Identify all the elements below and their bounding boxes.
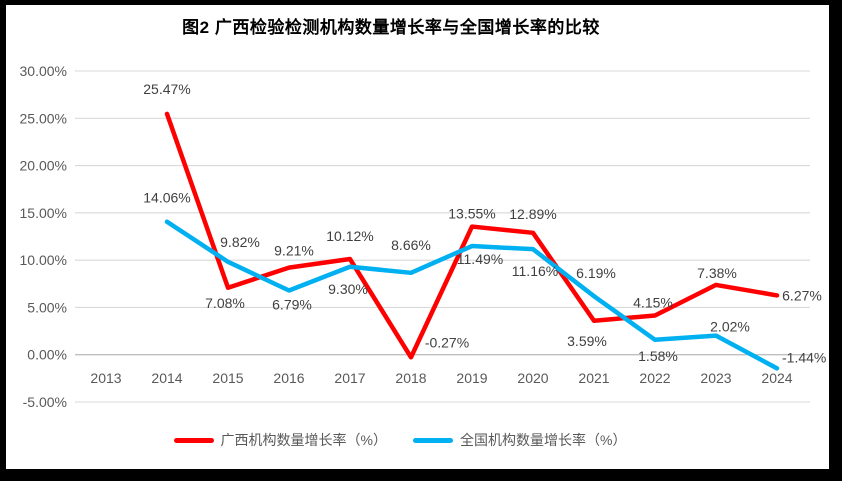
y-tick-label: 10.00% xyxy=(20,252,67,268)
y-tick-label: -5.00% xyxy=(23,394,67,410)
data-label: 14.06% xyxy=(143,190,190,206)
y-tick-label: 5.00% xyxy=(27,299,67,315)
data-label: -1.44% xyxy=(782,349,826,365)
y-tick-label: 30.00% xyxy=(20,63,67,79)
x-tick-label: 2022 xyxy=(639,370,670,386)
data-label: 7.38% xyxy=(697,265,737,281)
data-label: -0.27% xyxy=(425,334,469,350)
data-label: 9.21% xyxy=(274,243,314,259)
x-tick-label: 2014 xyxy=(151,370,182,386)
data-label: 6.19% xyxy=(576,265,616,281)
x-tick-label: 2018 xyxy=(395,370,426,386)
y-tick-label: 20.00% xyxy=(20,158,67,174)
legend-item: 广西机构数量增长率（%） xyxy=(173,430,387,450)
data-label: 9.30% xyxy=(328,281,368,297)
x-tick-label: 2016 xyxy=(273,370,304,386)
x-tick-label: 2017 xyxy=(334,370,365,386)
y-tick-label: 0.00% xyxy=(27,347,67,363)
data-label: 1.58% xyxy=(638,348,678,364)
chart-title: 图2 广西检验检测机构数量增长率与全国增长率的比较 xyxy=(182,18,600,37)
x-tick-label: 2021 xyxy=(578,370,609,386)
data-label: 2.02% xyxy=(710,319,750,335)
data-label: 9.82% xyxy=(220,234,260,250)
chart-background xyxy=(6,5,829,469)
data-label: 6.79% xyxy=(272,297,312,313)
data-label: 6.27% xyxy=(782,287,822,303)
x-tick-label: 2013 xyxy=(90,370,121,386)
series-line-national xyxy=(164,219,780,371)
data-label: 10.12% xyxy=(326,228,373,244)
legend-item: 全国机构数量增长率（%） xyxy=(413,430,626,450)
x-tick-label: 2020 xyxy=(517,370,548,386)
legend-label: 全国机构数量增长率（%） xyxy=(460,432,627,448)
x-tick-label: 2023 xyxy=(700,370,731,386)
chart-legend: 广西机构数量增长率（%） 全国机构数量增长率（%） xyxy=(0,430,800,450)
legend-label: 广西机构数量增长率（%） xyxy=(220,432,387,448)
data-label: 7.08% xyxy=(205,295,245,311)
data-label: 3.59% xyxy=(567,333,607,349)
x-tick-label: 2015 xyxy=(212,370,243,386)
x-tick-label: 2024 xyxy=(761,370,792,386)
x-tick-label: 2019 xyxy=(456,370,487,386)
data-label: 13.55% xyxy=(448,206,495,222)
data-label: 11.49% xyxy=(457,251,503,267)
y-tick-label: 25.00% xyxy=(20,110,67,126)
data-label: 11.16% xyxy=(512,263,558,279)
data-label: 25.47% xyxy=(143,81,190,97)
legend-line-swatch xyxy=(413,437,453,443)
y-tick-label: 15.00% xyxy=(20,205,67,221)
data-label: 12.89% xyxy=(509,206,556,222)
series-line-guangxi xyxy=(164,111,780,360)
legend-line-swatch xyxy=(173,437,214,443)
data-label: 4.15% xyxy=(633,294,673,310)
data-label: 8.66% xyxy=(391,237,431,253)
